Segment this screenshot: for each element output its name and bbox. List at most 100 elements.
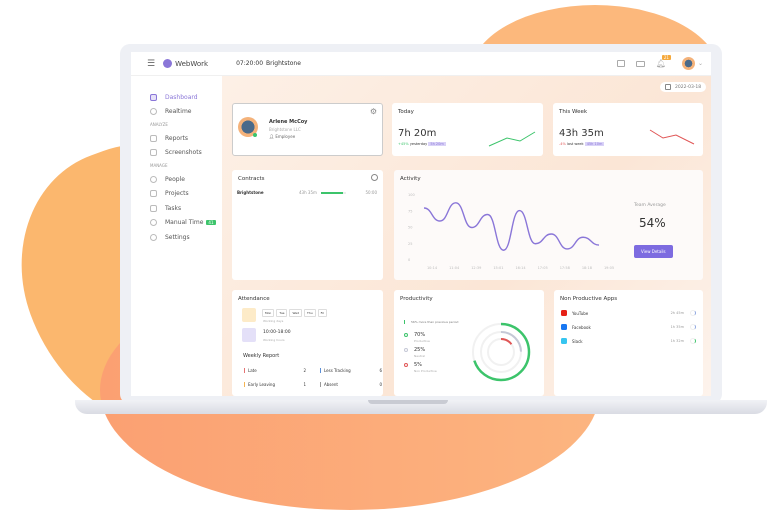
today-value: 7h 20m xyxy=(398,128,437,139)
productivity-card: Productivity 56% more than previous peri… xyxy=(394,290,544,396)
day-chip[interactable]: Tue xyxy=(276,309,288,317)
x-tick-label: 15:01 xyxy=(493,266,503,270)
contract-row[interactable]: Brightstone 43h 35m 50:00 xyxy=(237,190,377,195)
app-row[interactable]: Slack 1h 32m xyxy=(561,338,696,344)
y-tick-label: 75 xyxy=(408,209,412,213)
video-icon[interactable] xyxy=(635,60,645,67)
task-icon xyxy=(150,204,157,212)
clock-icon xyxy=(242,328,256,342)
main-content: 2022-03-18 Arlene McCoy Brightstone LLC … xyxy=(222,76,711,396)
sidebar-item-dashboard[interactable]: Dashboard xyxy=(131,90,222,105)
gear-icon[interactable]: ⚙ xyxy=(369,107,377,116)
timer-project[interactable]: Brightstone xyxy=(266,60,301,67)
sidebar-item-realtime[interactable]: Realtime xyxy=(131,105,222,120)
laptop-notch xyxy=(368,400,448,404)
top-bar: ☰ WebWork 07:20:00 Brightstone 🔔︎ 21 ⌄ xyxy=(131,52,711,76)
chat-icon[interactable] xyxy=(616,60,625,67)
y-tick-label: 25 xyxy=(408,242,412,246)
activity-card: Activity 0 25 50 75 100 10:14 11:04 12:39 15:01 1… xyxy=(394,170,703,280)
day-chip[interactable]: Mon xyxy=(262,309,275,317)
app-row[interactable]: Facebook 1h 35m xyxy=(561,324,696,330)
today-card: Today 7h 20m +45% yesterday 5h 20m xyxy=(392,103,543,156)
info-icon[interactable] xyxy=(371,174,378,181)
day-chip[interactable]: Thu xyxy=(304,309,316,317)
stat-row: Less Tracking 6 xyxy=(320,368,382,373)
date-picker[interactable]: 2022-03-18 xyxy=(660,82,707,92)
productivity-note: 56% more than previous period xyxy=(404,320,458,324)
sidebar: Dashboard Realtime ANALYZE Reports Scree… xyxy=(131,76,222,396)
bell-icon[interactable]: 🔔︎ 21 xyxy=(655,55,671,68)
grid-icon xyxy=(150,93,157,101)
card-title: Today xyxy=(398,109,414,115)
calendar-icon xyxy=(665,84,671,90)
attendance-card: Attendance Mon Tue Wed Thu Fri Working days … xyxy=(232,290,383,396)
sidebar-item-people[interactable]: People xyxy=(131,172,222,187)
legend-dot-icon xyxy=(404,348,408,352)
timer[interactable]: 07:20:00 xyxy=(236,60,264,67)
profile-card: Arlene McCoy Brightstone LLC 👤︎ Employee… xyxy=(232,103,383,156)
legend-value: 5% xyxy=(414,362,422,368)
working-hours-label: Working hours xyxy=(263,338,285,342)
chevron-down-icon[interactable]: ⌄ xyxy=(697,60,703,67)
avatar[interactable] xyxy=(681,57,695,70)
neutral-ring xyxy=(480,331,522,373)
laptop-base xyxy=(75,400,767,414)
legend-dot-icon xyxy=(404,363,408,367)
card-title: Contracts xyxy=(238,176,265,182)
x-tick-label: 16:14 xyxy=(515,266,526,270)
x-tick-label: 17:05 xyxy=(538,266,548,270)
people-icon xyxy=(150,175,157,183)
progress-ring-icon xyxy=(690,310,696,316)
calendar-icon xyxy=(242,308,256,322)
apps-card: Non Productive Apps YouTube 2h 45m Faceboo… xyxy=(554,290,703,396)
working-hours: 10:00-18:00 xyxy=(263,330,291,335)
stat-row: Absent 0 xyxy=(320,382,382,387)
profile-company: Brightstone LLC xyxy=(269,127,301,132)
working-days-label: Working days xyxy=(263,319,284,323)
x-tick-label: 11:04 xyxy=(449,266,460,270)
sidebar-item-screenshots[interactable]: Screenshots xyxy=(131,146,222,161)
facebook-icon xyxy=(561,324,567,330)
today-compare: +45% yesterday 5h 20m xyxy=(398,142,446,146)
notification-badge: 21 xyxy=(661,55,671,60)
week-compare: -4% last week 45h 10m xyxy=(559,142,605,146)
sidebar-item-tasks[interactable]: Tasks xyxy=(131,201,222,216)
card-title: This Week xyxy=(559,109,588,115)
contract-progress xyxy=(320,191,346,194)
x-tick-label: 12:39 xyxy=(471,266,481,270)
section-label: ANALYZE xyxy=(150,122,168,127)
menu-icon[interactable]: ☰ xyxy=(147,58,156,69)
activity-chart: 0 25 50 75 100 10:14 11:04 12:39 15:01 16:14 17:05… xyxy=(408,193,614,270)
today-sparkline xyxy=(488,131,536,147)
app-row[interactable]: YouTube 2h 45m xyxy=(561,310,696,316)
legend-dot-icon xyxy=(404,333,408,337)
brand-name: WebWork xyxy=(175,59,209,68)
card-title: Non Productive Apps xyxy=(560,296,618,302)
clock-icon xyxy=(150,108,157,116)
week-value: 43h 35m xyxy=(559,128,604,139)
legend-label: Non Productive xyxy=(414,369,437,373)
sidebar-item-reports[interactable]: Reports xyxy=(131,131,222,146)
folder-icon xyxy=(150,190,157,198)
legend-label: Productive xyxy=(414,339,430,343)
productive-ring xyxy=(471,322,531,382)
card-title: Attendance xyxy=(238,296,270,302)
x-tick-label: 18:18 xyxy=(582,266,592,270)
youtube-icon xyxy=(561,310,567,316)
day-chip[interactable]: Fri xyxy=(317,309,328,317)
view-details-button[interactable]: View Details xyxy=(634,245,673,258)
gear-icon xyxy=(150,233,157,241)
profile-role: 👤︎ Employee xyxy=(269,134,296,139)
y-tick-label: 50 xyxy=(408,226,412,230)
profile-avatar xyxy=(238,117,258,137)
report-icon xyxy=(150,134,157,142)
sidebar-item-projects[interactable]: Projects xyxy=(131,187,222,202)
y-tick-label: 100 xyxy=(408,193,415,197)
activity-line xyxy=(423,202,600,251)
y-tick-label: 0 xyxy=(408,258,410,262)
contracts-card: Contracts Brightstone 43h 35m 50:00 xyxy=(232,170,383,280)
sidebar-item-settings[interactable]: Settings xyxy=(131,230,222,245)
sidebar-item-manual-time[interactable]: Manual Time 41 xyxy=(131,216,222,231)
online-indicator xyxy=(253,133,257,137)
day-chip[interactable]: Wed xyxy=(289,309,302,317)
